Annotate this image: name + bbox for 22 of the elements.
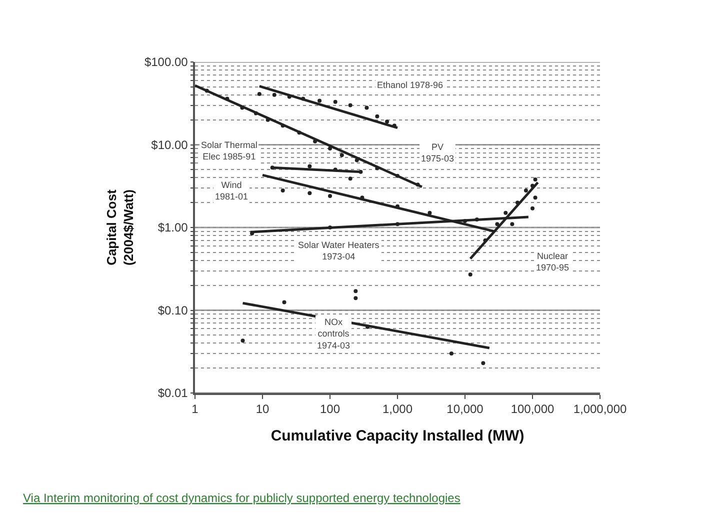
x-tick-label: 1,000,000	[573, 402, 628, 416]
x-tick-label: 1	[192, 402, 199, 416]
y-tick-label: $100.00	[144, 55, 188, 70]
annotation: NOx controls 1974-03	[317, 317, 350, 350]
y-tick-label: $0.10	[158, 303, 188, 318]
x-tick-label: 100,000	[510, 402, 555, 416]
x-tick-label: 100	[320, 402, 340, 416]
annotation: PV 1975-03	[421, 142, 454, 164]
annotation: Ethanol 1978-96	[377, 80, 444, 90]
text: Via Interim monitoring of cost dynamics for publicly supported energy technologies	[23, 491, 460, 505]
y-axis-title: Capital Cost (2004$/Watt)	[104, 188, 136, 266]
annotation: Solar Thermal Elec 1985-91	[201, 140, 258, 162]
y-tick-label: $10.00	[151, 138, 188, 152]
x-tick-label: 1,000	[382, 402, 413, 416]
annotation: Nuclear 1970-95	[536, 251, 570, 273]
x-axis-title: Cumulative Capacity Installed (MW)	[270, 428, 524, 445]
annotation: Solar Water Heaters 1973-04	[298, 240, 380, 262]
y-tick-label: $0.01	[158, 386, 188, 400]
annotation: Wind 1981-01	[215, 180, 248, 202]
x-tick-label: 10,000	[446, 402, 484, 416]
y-tick-label: $1.00	[158, 220, 188, 235]
x-tick-label: 10	[256, 402, 270, 416]
